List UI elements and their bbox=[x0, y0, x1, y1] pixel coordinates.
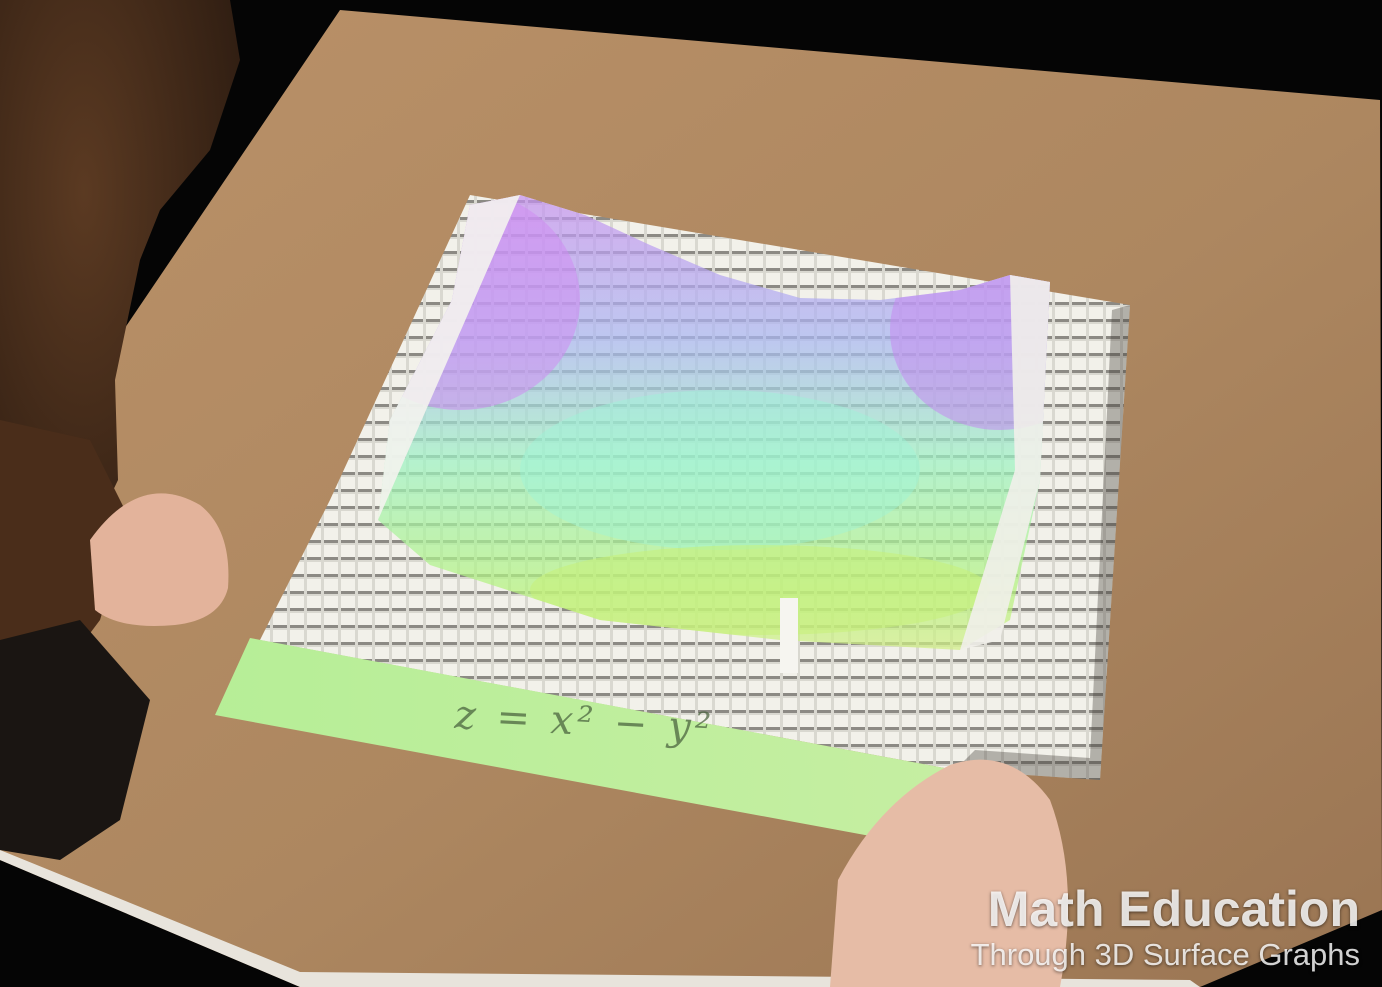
raised-pin bbox=[780, 598, 798, 673]
surface-right-wall bbox=[960, 275, 1050, 650]
equation-projection-strip bbox=[215, 638, 1000, 860]
caption-title: Math Education bbox=[987, 881, 1360, 937]
pin-display-shadow-edge bbox=[955, 305, 1130, 780]
left-hand bbox=[90, 493, 229, 626]
caption-subtitle: Through 3D Surface Graphs bbox=[970, 937, 1360, 972]
surface-left-wall bbox=[378, 195, 520, 520]
right-hand bbox=[830, 759, 1068, 987]
person-shoulder bbox=[0, 620, 150, 860]
